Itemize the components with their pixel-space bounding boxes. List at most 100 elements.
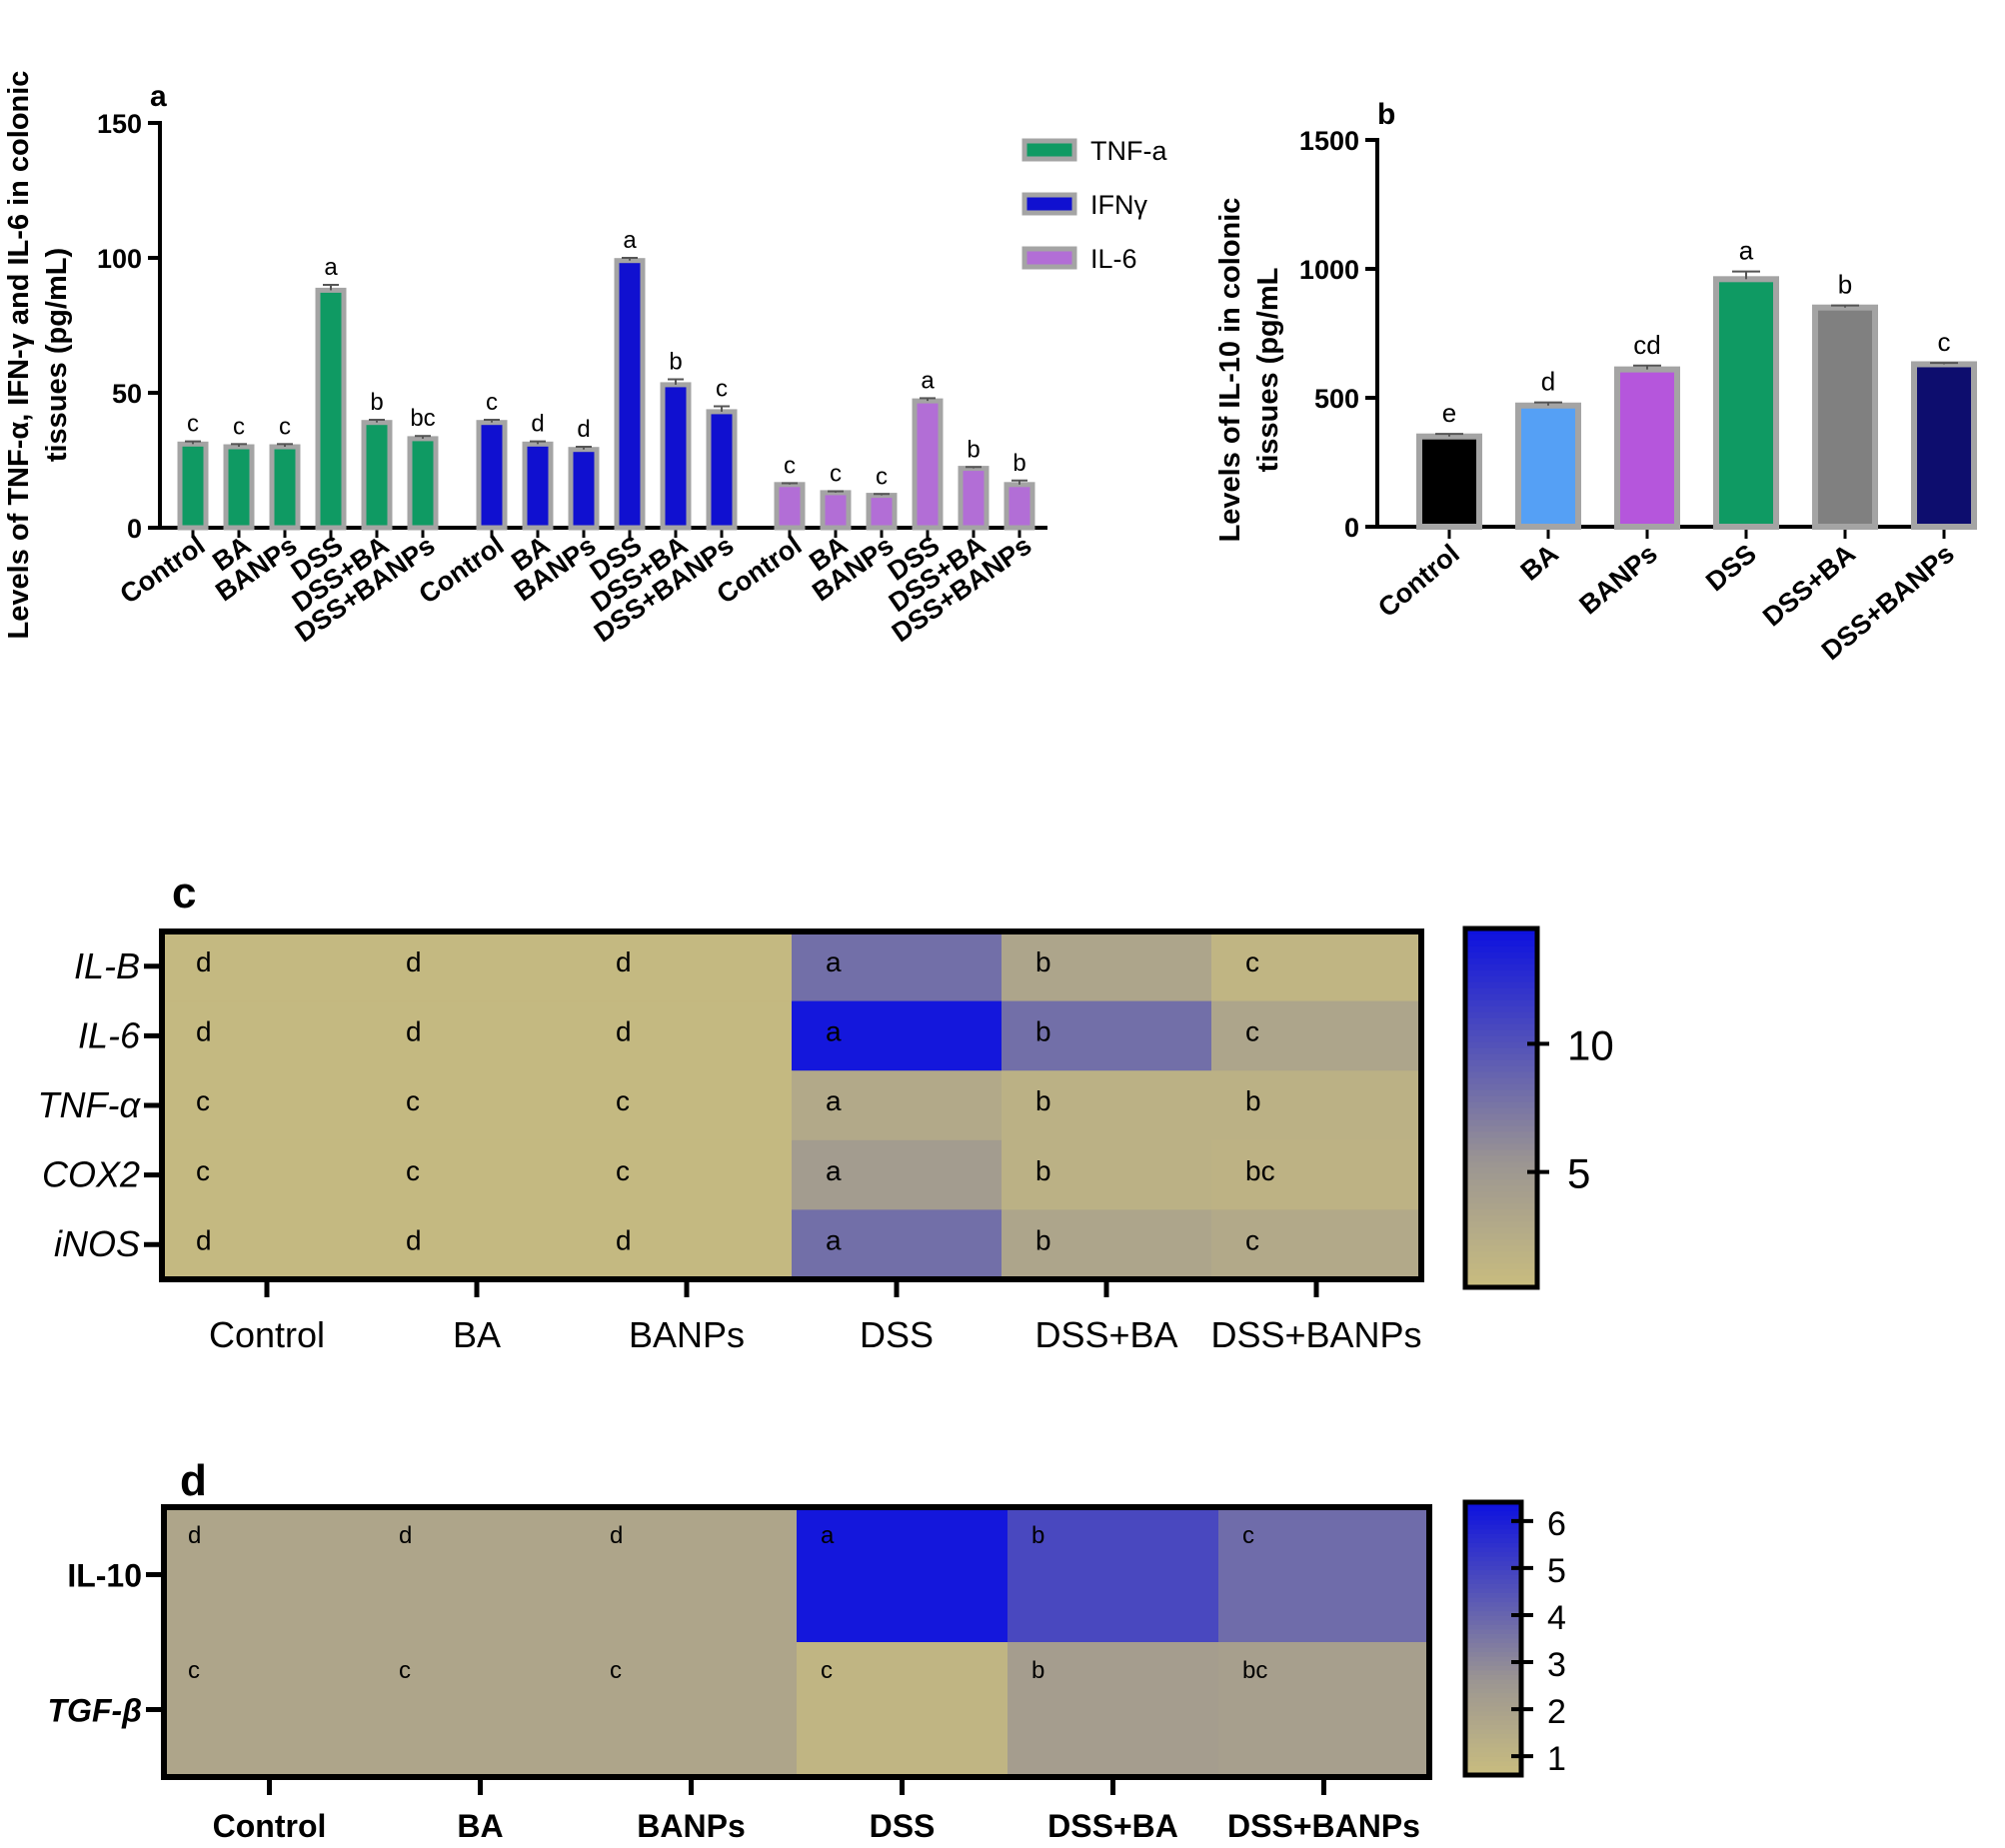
panel-c-cell (162, 931, 373, 1002)
panel-a-bar (706, 409, 738, 531)
panel-d-significance-letter: b (1031, 1522, 1044, 1549)
panel-a-significance-letter: c (279, 413, 291, 440)
panel-c-significance-letter: c (1245, 1016, 1259, 1047)
panel-a-y-tick-label: 100 (97, 244, 142, 274)
panel-c-colorbar-segment (1465, 1023, 1537, 1031)
panel-c-colorbar-segment (1465, 1149, 1537, 1157)
panel-d-colorbar-segment (1465, 1656, 1521, 1663)
panel-a-bar (315, 287, 347, 531)
panel-d-colorbar-segment (1465, 1747, 1521, 1754)
panel-a-significance-letter: bc (410, 405, 435, 432)
panel-d-colorbar-segment (1465, 1561, 1521, 1567)
panel-a-bar (614, 258, 646, 531)
panel-c-row-label: iNOS (54, 1223, 140, 1264)
panel-c-cell (582, 931, 793, 1002)
panel-d-colorbar-segment (1465, 1583, 1521, 1590)
panel-c-cell (372, 1070, 583, 1141)
panel-d-colorbar-segment (1465, 1506, 1521, 1512)
panel-d-colorbar-segment (1465, 1597, 1521, 1603)
panel-c-colorbar-segment (1465, 1221, 1537, 1228)
panel-d-colorbar-segment (1465, 1602, 1521, 1608)
panel-a-bar (866, 493, 898, 531)
panel-c-colorbar-tick-label: 10 (1567, 1021, 1614, 1068)
panel-a-bar (660, 382, 692, 531)
panel-a-legend-label: IFNγ (1090, 190, 1147, 220)
panel-a-significance-letter: d (531, 411, 544, 438)
panel-a-bar (912, 398, 944, 531)
panel-c-colorbar-segment (1465, 1059, 1537, 1067)
panel-d-colorbar-segment (1465, 1706, 1521, 1713)
panel-c-significance-letter: b (1035, 1155, 1051, 1186)
panel-d-colorbar-segment (1465, 1538, 1521, 1544)
panel-d-column-label: DSS+BANPs (1227, 1808, 1420, 1844)
panel-c-cell (792, 1139, 1002, 1210)
panel-b-category-label: Control (1372, 539, 1465, 624)
panel-c-cell (1002, 1209, 1212, 1280)
panel-c-cell (162, 1000, 373, 1071)
panel-c-colorbar-segment (1465, 939, 1537, 947)
panel-d-cell (164, 1642, 376, 1778)
panel-d-column-label: BANPs (637, 1808, 745, 1844)
panel-d-colorbar-segment (1465, 1643, 1521, 1649)
panel-d-colorbar-segment (1465, 1624, 1521, 1631)
panel-d-cell (375, 1642, 587, 1778)
panel-b-y-tick-label: 0 (1344, 513, 1359, 543)
panel-b-significance-letter: b (1838, 270, 1852, 300)
panel-a-bar (223, 444, 255, 531)
panel-c-colorbar-segment (1465, 1089, 1537, 1097)
panel-a-ylabel-line2: tissues (pg/mL) (41, 248, 73, 462)
panel-c-row-label: IL-B (74, 945, 140, 986)
panel-d-colorbar-segment (1465, 1606, 1521, 1612)
panel-c-colorbar-segment (1465, 933, 1537, 941)
panel-c-colorbar-frame (1462, 925, 1540, 1290)
panel-c-colorbar-segment (1465, 1281, 1537, 1288)
panel-a-bar (958, 466, 990, 531)
panel-c-cell (582, 1000, 793, 1071)
panel-d-colorbar-segment (1465, 1715, 1521, 1722)
panel-d-colorbar: 1 2 3 4 5 6 (1462, 1499, 1566, 1778)
panel-c-column-label: DSS+BA (1034, 1314, 1177, 1355)
panel-c-cell (162, 1209, 373, 1280)
panel-c-cell (372, 1209, 583, 1280)
panel-c-colorbar-segment (1465, 1209, 1537, 1216)
panel-c-significance-letter: d (406, 1224, 422, 1255)
panel-c-row-label: COX2 (42, 1154, 140, 1195)
panel-b-bar (1713, 276, 1779, 530)
panel-c-colorbar-segment (1465, 1077, 1537, 1085)
panel-a-legend-label: IL-6 (1090, 244, 1137, 274)
panel-d-significance-letter: c (188, 1657, 200, 1684)
panel-a-legend-swatch (1021, 246, 1077, 270)
panel-c-cells: d d d a b cd d d a b cc c c a b bc c c a b bcd d d a b c (162, 931, 1422, 1280)
panel-c-cell (1002, 931, 1212, 1002)
panel-d-row-label: TGF-β (48, 1693, 143, 1729)
panel-d-colorbar-segment (1465, 1684, 1521, 1690)
panel-c-significance-letter: c (616, 1085, 630, 1116)
panel-c-significance-letter: c (406, 1155, 420, 1186)
panel-c-cell (582, 1139, 793, 1210)
panel-c-colorbar-segment (1465, 1113, 1537, 1121)
panel-c-colorbar-segment (1465, 1107, 1537, 1115)
panel-a-ylabel-line1: Levels of TNF-α, IFN-γ and IL-6 in colon… (3, 71, 35, 640)
panel-a-legend-label: TNF-a (1090, 136, 1167, 166)
panel-d-significance-letter: c (399, 1657, 411, 1684)
panel-c-colorbar-segment (1465, 951, 1537, 959)
panel-c-significance-letter: d (406, 1016, 422, 1047)
panel-d-colorbar-tick-label: 5 (1547, 1552, 1566, 1590)
panel-c-colorbar-segment (1465, 1275, 1537, 1282)
panel-d-colorbar-segment (1465, 1524, 1521, 1531)
panel-d-colorbar-segment (1465, 1533, 1521, 1540)
panel-c-significance-letter: d (616, 1224, 632, 1255)
panel-d-frame (161, 1504, 1432, 1780)
panel-c-colorbar-segment (1465, 1179, 1537, 1187)
panel-b-bar (1812, 304, 1878, 531)
panel-a-bar (407, 436, 439, 531)
panel-c-significance-letter: d (616, 946, 632, 977)
panel-c-significance-letter: a (826, 1224, 842, 1255)
panel-c-significance-letter: c (196, 1085, 210, 1116)
panel-c-colorbar-segment (1465, 1065, 1537, 1073)
panel-c-significance-letter: b (1035, 1016, 1051, 1047)
panel-c-colorbar-segment (1465, 1125, 1537, 1133)
panel-c-significance-letter: c (1245, 1224, 1259, 1255)
panel-c-cell (582, 1209, 793, 1280)
panel-d-colorbar-segment (1465, 1502, 1521, 1508)
